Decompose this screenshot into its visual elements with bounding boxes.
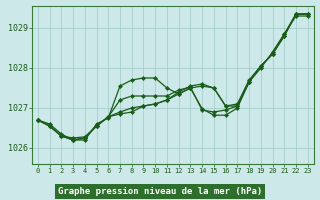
Text: Graphe pression niveau de la mer (hPa): Graphe pression niveau de la mer (hPa) — [58, 187, 262, 196]
